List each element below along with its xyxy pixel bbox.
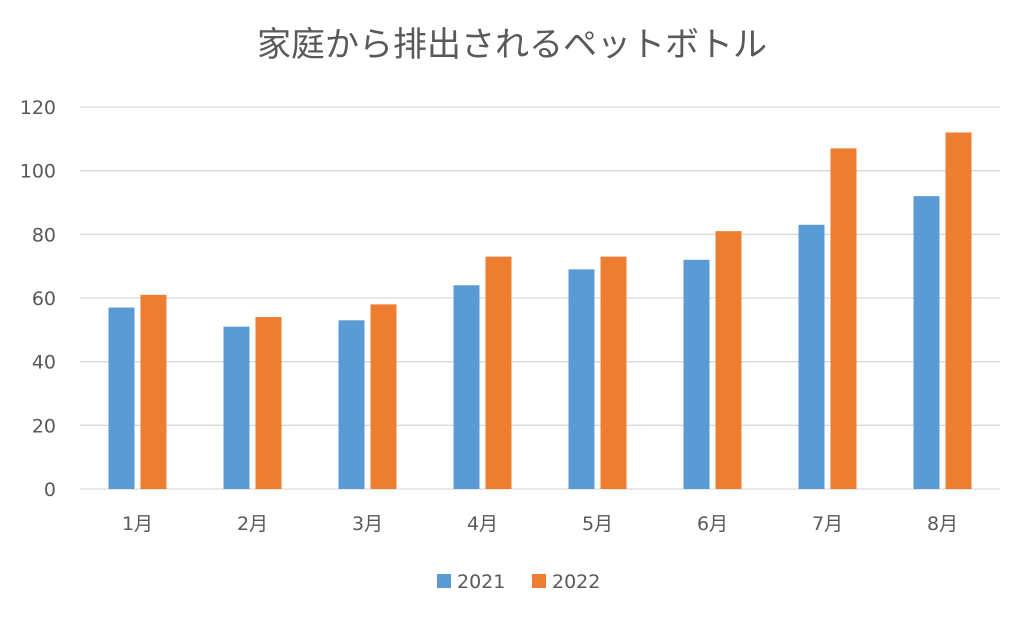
- bar-2021-2: [223, 326, 250, 489]
- bars: [108, 132, 972, 490]
- y-tick-label: 40: [32, 352, 56, 374]
- x-tick-label: 4月: [467, 513, 498, 535]
- y-tick-label: 0: [44, 479, 56, 501]
- bar-2022-8: [945, 132, 972, 489]
- bar-2022-6: [715, 231, 742, 489]
- legend: 2021 2022: [437, 571, 600, 593]
- x-tick-label: 1月: [122, 513, 153, 535]
- bar-2022-4: [485, 256, 512, 489]
- bar-2021-1: [108, 307, 135, 489]
- bar-2022-7: [830, 148, 857, 489]
- legend-label: 2021: [457, 571, 505, 593]
- bar-2021-7: [798, 224, 825, 490]
- y-tick-label: 120: [20, 97, 56, 119]
- legend-label: 2022: [552, 571, 600, 593]
- x-tick-label: 5月: [582, 513, 613, 535]
- x-tick-label: 8月: [927, 513, 958, 535]
- x-tick-label: 2月: [237, 513, 268, 535]
- bar-2021-6: [683, 259, 710, 489]
- bar-2022-2: [255, 317, 282, 489]
- x-tick-label: 7月: [812, 513, 843, 535]
- y-tick-label: 80: [32, 224, 56, 246]
- chart-title: 家庭から排出されるペットボトル: [257, 25, 767, 65]
- legend-swatch-2021: [437, 574, 451, 588]
- bar-2022-5: [600, 256, 627, 489]
- x-tick-label: 3月: [352, 513, 383, 535]
- legend-swatch-2022: [532, 574, 546, 588]
- y-axis-ticks: 0 20 40 60 80 100 120: [20, 97, 56, 501]
- y-tick-label: 60: [32, 288, 56, 310]
- x-tick-label: 6月: [697, 513, 728, 535]
- bar-2021-3: [338, 320, 365, 489]
- bar-2021-4: [453, 285, 480, 489]
- bar-2021-5: [568, 269, 595, 489]
- y-tick-label: 20: [32, 415, 56, 437]
- x-axis-ticks: 1月 2月 3月 4月 5月 6月 7月 8月: [122, 513, 958, 535]
- bar-2021-8: [913, 196, 940, 489]
- y-tick-label: 100: [20, 161, 56, 183]
- bar-2022-3: [370, 304, 397, 489]
- bar-2022-1: [140, 294, 167, 489]
